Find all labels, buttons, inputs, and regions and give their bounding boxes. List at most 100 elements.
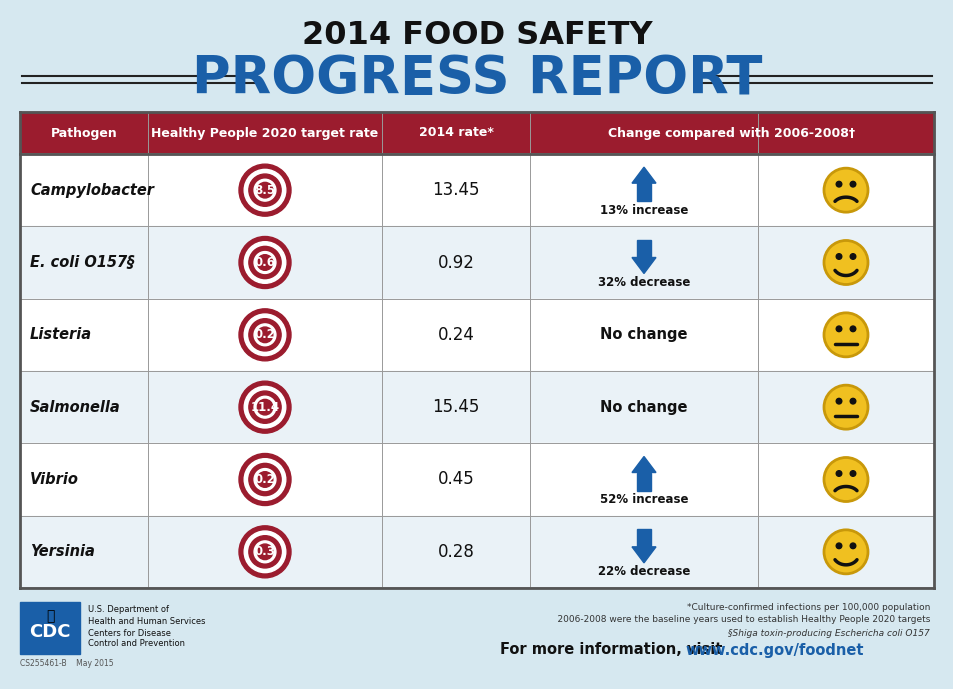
Circle shape [823, 530, 867, 574]
Circle shape [253, 324, 275, 346]
Bar [637, 183, 650, 201]
Text: 0.45: 0.45 [437, 471, 474, 489]
Text: U.S. Department of: U.S. Department of [88, 606, 169, 615]
Circle shape [249, 319, 281, 351]
Text: No change: No change [599, 400, 687, 415]
Circle shape [249, 536, 281, 568]
Circle shape [253, 469, 275, 491]
Bar [20, 443, 933, 515]
Circle shape [239, 309, 291, 361]
Circle shape [249, 174, 281, 206]
Circle shape [253, 251, 275, 274]
Bar [637, 240, 650, 258]
Polygon shape [631, 167, 656, 183]
Circle shape [249, 464, 281, 495]
Circle shape [257, 327, 273, 342]
Text: 8.5: 8.5 [254, 184, 275, 196]
Circle shape [239, 453, 291, 506]
Text: CS255461-B    May 2015: CS255461-B May 2015 [20, 659, 113, 668]
Circle shape [823, 313, 867, 357]
Circle shape [257, 255, 273, 270]
Text: 🦅: 🦅 [46, 609, 54, 623]
Bar [637, 529, 650, 547]
Bar [20, 515, 933, 588]
Bar [20, 112, 933, 154]
Text: Healthy People 2020 target rate: Healthy People 2020 target rate [152, 127, 378, 139]
Bar [20, 602, 80, 654]
Polygon shape [631, 258, 656, 274]
Circle shape [244, 459, 286, 500]
Circle shape [244, 314, 286, 356]
Text: Control and Prevention: Control and Prevention [88, 639, 185, 648]
Circle shape [253, 179, 275, 201]
Circle shape [257, 544, 273, 559]
Circle shape [257, 472, 273, 487]
Circle shape [239, 236, 291, 289]
Circle shape [257, 183, 273, 198]
Text: 22% decrease: 22% decrease [598, 566, 689, 578]
Text: 13.45: 13.45 [432, 181, 479, 199]
Text: www.cdc.gov/foodnet: www.cdc.gov/foodnet [684, 643, 862, 657]
Circle shape [253, 541, 275, 563]
Circle shape [239, 381, 291, 433]
Circle shape [249, 391, 281, 423]
Text: For more information, visit: For more information, visit [499, 643, 727, 657]
Circle shape [849, 398, 855, 404]
Bar [20, 298, 933, 371]
Circle shape [244, 531, 286, 573]
Circle shape [239, 526, 291, 578]
Circle shape [257, 400, 273, 415]
Text: Health and Human Services: Health and Human Services [88, 617, 205, 626]
Circle shape [836, 326, 841, 331]
Text: 0.28: 0.28 [437, 543, 474, 561]
Circle shape [239, 164, 291, 216]
Text: Yersinia: Yersinia [30, 544, 94, 559]
Circle shape [836, 471, 841, 476]
Circle shape [253, 396, 275, 418]
Text: 11.4: 11.4 [251, 401, 279, 413]
Text: Pathogen: Pathogen [51, 127, 117, 139]
Circle shape [823, 168, 867, 212]
Circle shape [836, 398, 841, 404]
Text: Listeria: Listeria [30, 327, 92, 342]
Bar [20, 226, 933, 298]
Circle shape [836, 543, 841, 548]
Text: 0.6: 0.6 [254, 256, 275, 269]
Text: 52% increase: 52% increase [599, 493, 687, 506]
Circle shape [244, 169, 286, 211]
Text: 0.2: 0.2 [254, 329, 275, 341]
Circle shape [244, 242, 286, 283]
Text: 2014 rate*: 2014 rate* [418, 127, 493, 139]
Circle shape [849, 471, 855, 476]
Text: 13% increase: 13% increase [599, 204, 687, 216]
Text: 32% decrease: 32% decrease [598, 276, 689, 289]
Text: 0.24: 0.24 [437, 326, 474, 344]
Circle shape [849, 326, 855, 331]
Circle shape [244, 387, 286, 428]
Text: Vibrio: Vibrio [30, 472, 79, 487]
Circle shape [823, 457, 867, 502]
Text: Salmonella: Salmonella [30, 400, 121, 415]
Circle shape [836, 254, 841, 259]
Text: *Culture-confirmed infections per 100,000 population: *Culture-confirmed infections per 100,00… [686, 602, 929, 612]
Text: 2014 FOOD SAFETY: 2014 FOOD SAFETY [301, 19, 652, 50]
Bar [20, 371, 933, 443]
Text: Change compared with 2006-2008†: Change compared with 2006-2008† [608, 127, 855, 139]
Circle shape [836, 181, 841, 187]
Circle shape [823, 240, 867, 285]
Bar [20, 154, 933, 226]
Polygon shape [631, 457, 656, 473]
Text: CDC: CDC [30, 623, 71, 641]
Circle shape [849, 543, 855, 548]
Circle shape [849, 254, 855, 259]
Circle shape [249, 247, 281, 278]
Text: E. coli O157§: E. coli O157§ [30, 255, 134, 270]
Text: 0.92: 0.92 [437, 254, 474, 271]
Text: 0.2: 0.2 [254, 473, 275, 486]
Text: 0.3: 0.3 [254, 545, 275, 558]
Text: PROGRESS REPORT: PROGRESS REPORT [192, 53, 761, 105]
Text: No change: No change [599, 327, 687, 342]
Text: 2006-2008 were the baseline years used to establish Healthy People 2020 targets: 2006-2008 were the baseline years used t… [555, 615, 929, 624]
Text: Centers for Disease: Centers for Disease [88, 628, 171, 637]
Text: §Shiga toxin-producing Eschericha coli O157: §Shiga toxin-producing Eschericha coli O… [727, 628, 929, 637]
